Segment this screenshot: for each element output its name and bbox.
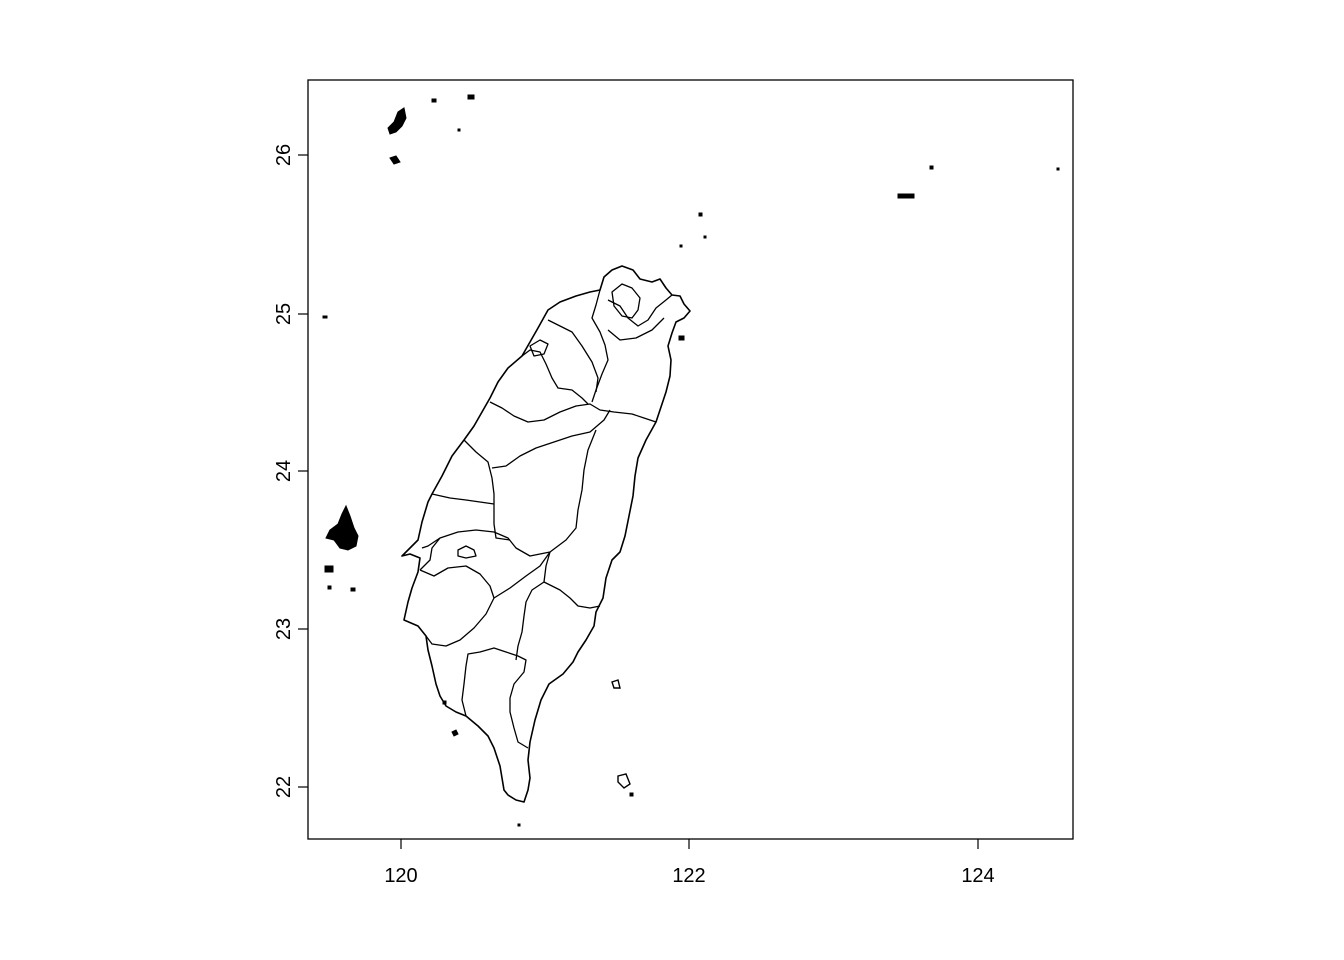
city-outline: [611, 283, 641, 319]
y-axis: 22 23 24 25 26: [273, 144, 308, 798]
penghu-islet: [327, 585, 332, 590]
city-outline: [457, 545, 477, 559]
wuqiu-islet: [322, 315, 328, 319]
penghu-islet: [350, 587, 356, 592]
matsu-islet: [467, 94, 475, 100]
x-axis: 120 122 124: [384, 839, 995, 887]
y-tick-label: 26: [273, 144, 295, 166]
county-border: [521, 349, 589, 405]
matsu-islands: [387, 107, 407, 135]
orchid-islet: [629, 792, 634, 797]
county-border: [421, 429, 597, 557]
diaoyu-islet: [1056, 167, 1060, 171]
y-tick-label: 24: [273, 460, 295, 482]
county-border: [463, 439, 511, 541]
liuqiu-island: [451, 729, 459, 737]
county-border: [607, 317, 665, 341]
offshore-islands: [322, 94, 1060, 827]
northeast-islet: [698, 212, 703, 217]
matsu-islet: [457, 128, 461, 132]
x-tick-label: 122: [672, 865, 705, 887]
northeast-islet: [679, 244, 683, 248]
y-tick-label: 23: [273, 618, 295, 640]
county-border: [607, 294, 673, 327]
diaoyu-islet: [929, 165, 934, 170]
guishan-islet: [678, 335, 685, 341]
southern-islet: [517, 823, 521, 827]
county-border: [419, 537, 441, 571]
county-border: [591, 289, 609, 403]
plot-frame: [307, 79, 1074, 840]
orchid-island: [617, 773, 631, 789]
county-border: [515, 581, 545, 661]
x-tick-label: 120: [384, 865, 417, 887]
city-outline: [529, 339, 549, 357]
county-border: [431, 493, 495, 505]
matsu-islet: [389, 155, 401, 165]
green-island: [611, 679, 621, 689]
y-tick-label: 25: [273, 303, 295, 325]
county-border: [461, 647, 529, 749]
x-tick-label: 124: [961, 865, 994, 887]
y-tick-label: 22: [273, 776, 295, 798]
county-border: [491, 409, 611, 469]
county-border: [419, 565, 495, 647]
matsu-islet: [431, 98, 437, 103]
county-border: [493, 551, 551, 599]
county-borders: [419, 289, 673, 749]
southern-islet: [442, 700, 447, 705]
penghu-islands: [325, 504, 359, 551]
county-border: [543, 551, 601, 609]
county-border: [489, 401, 657, 423]
northeast-islet: [703, 235, 707, 239]
penghu-islet: [324, 565, 334, 573]
county-border: [547, 319, 599, 393]
diaoyu-islet: [897, 193, 915, 199]
taiwan-main-island-outline: [401, 265, 691, 803]
